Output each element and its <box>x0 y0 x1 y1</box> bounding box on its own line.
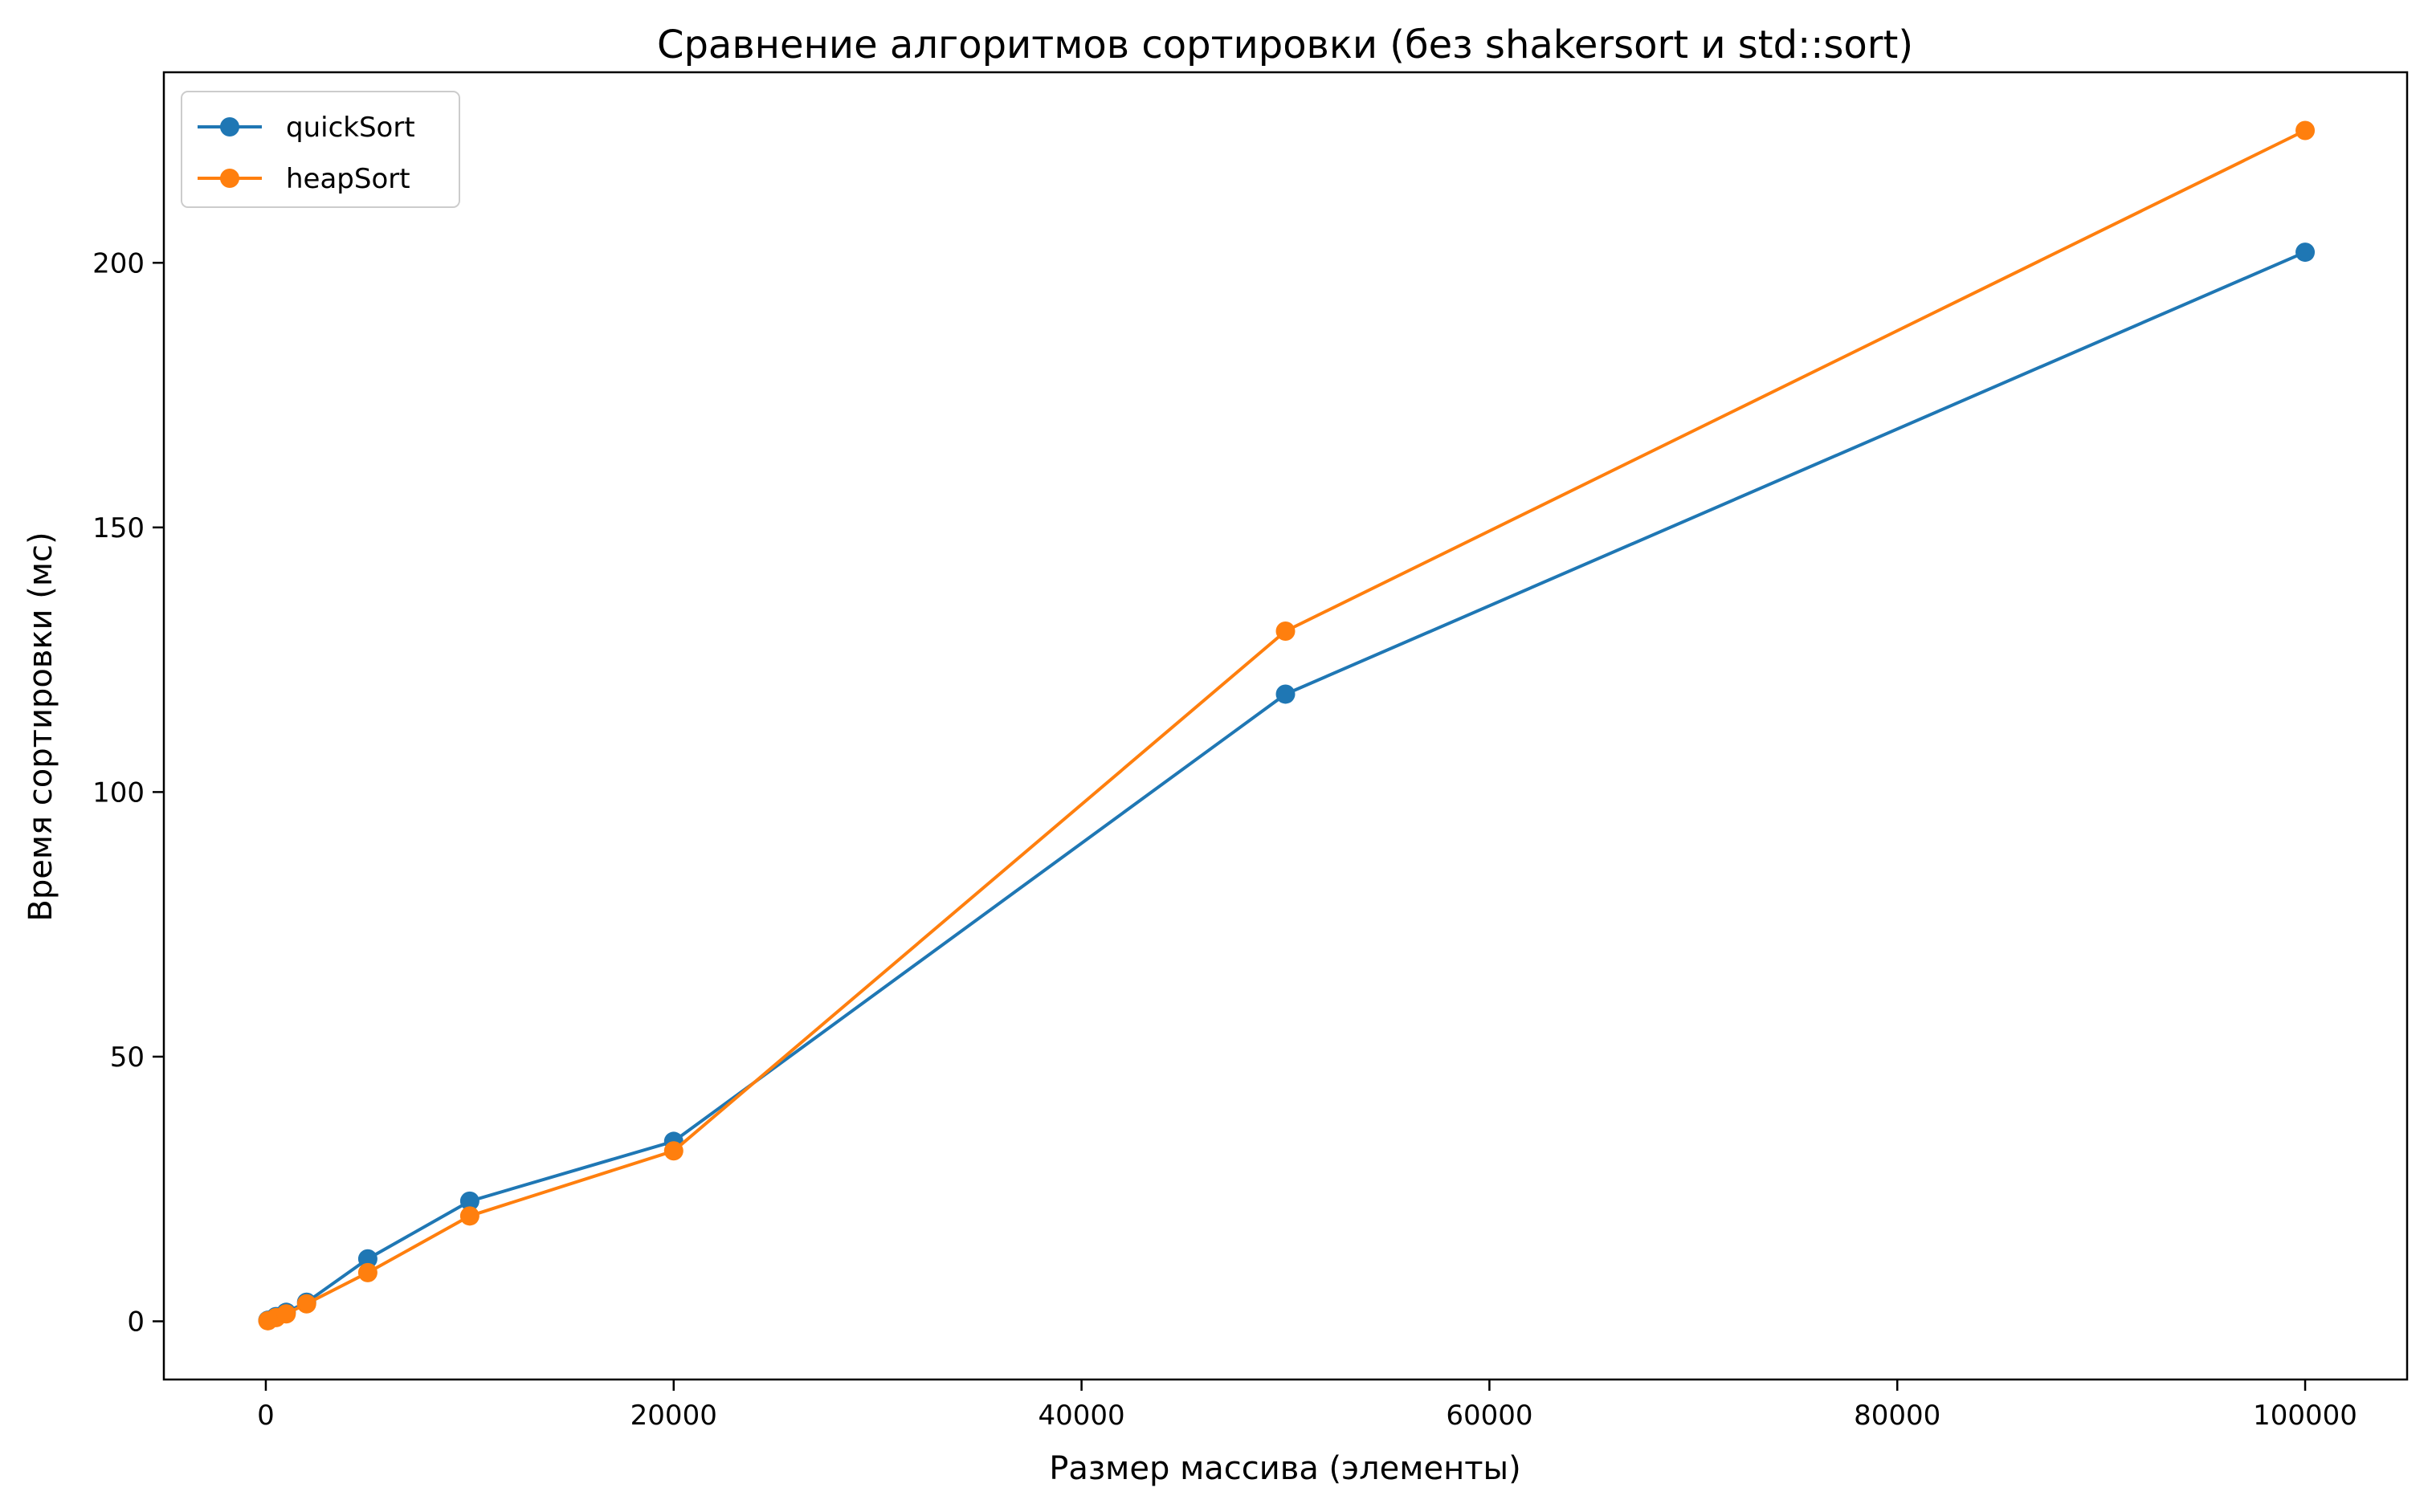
data-point-heapsort <box>276 1304 296 1324</box>
legend-label-quicksort: quickSort <box>286 112 415 144</box>
x-tick-label: 80000 <box>1854 1400 1940 1432</box>
data-point-quicksort <box>1275 684 1296 704</box>
data-point-quicksort <box>2295 242 2316 263</box>
x-axis: 0 20000 40000 60000 80000 100000 <box>257 1380 2357 1432</box>
y-tick-label: 0 <box>127 1306 145 1338</box>
x-axis-label: Размер массива (элементы) <box>1049 1450 1520 1487</box>
y-tick-label: 150 <box>92 512 145 544</box>
data-point-heapsort <box>296 1294 316 1314</box>
x-tick-label: 100000 <box>2253 1400 2357 1432</box>
y-tick-label: 100 <box>92 776 145 809</box>
data-point-heapsort <box>357 1262 377 1282</box>
legend-marker-heapsort <box>220 169 239 188</box>
data-point-heapsort <box>663 1141 684 1161</box>
data-point-heapsort <box>1275 622 1296 642</box>
y-axis-label: Время сортировки (мс) <box>22 532 59 921</box>
legend-label-heapsort: heapSort <box>286 163 410 195</box>
y-tick-label: 200 <box>92 247 145 279</box>
chart-title: Сравнение алгоритмов сортировки (без sha… <box>657 22 1913 67</box>
x-tick-label: 40000 <box>1039 1400 1125 1432</box>
x-tick-label: 20000 <box>630 1400 717 1432</box>
y-axis: 0 50 100 150 200 <box>92 247 164 1338</box>
data-point-heapsort <box>459 1206 479 1226</box>
x-tick-label: 0 <box>257 1400 275 1432</box>
plot-frame <box>162 71 2409 1381</box>
data-point-quicksort <box>459 1191 479 1211</box>
y-tick-label: 50 <box>110 1041 145 1074</box>
series-layer <box>258 120 2316 1331</box>
data-point-quicksort <box>357 1249 377 1269</box>
legend-marker-quicksort <box>220 117 239 137</box>
series-heapsort <box>258 120 2316 1331</box>
legend: quickSort heapSort <box>181 91 460 208</box>
x-tick-label: 60000 <box>1446 1400 1532 1432</box>
data-point-heapsort <box>2295 120 2316 141</box>
